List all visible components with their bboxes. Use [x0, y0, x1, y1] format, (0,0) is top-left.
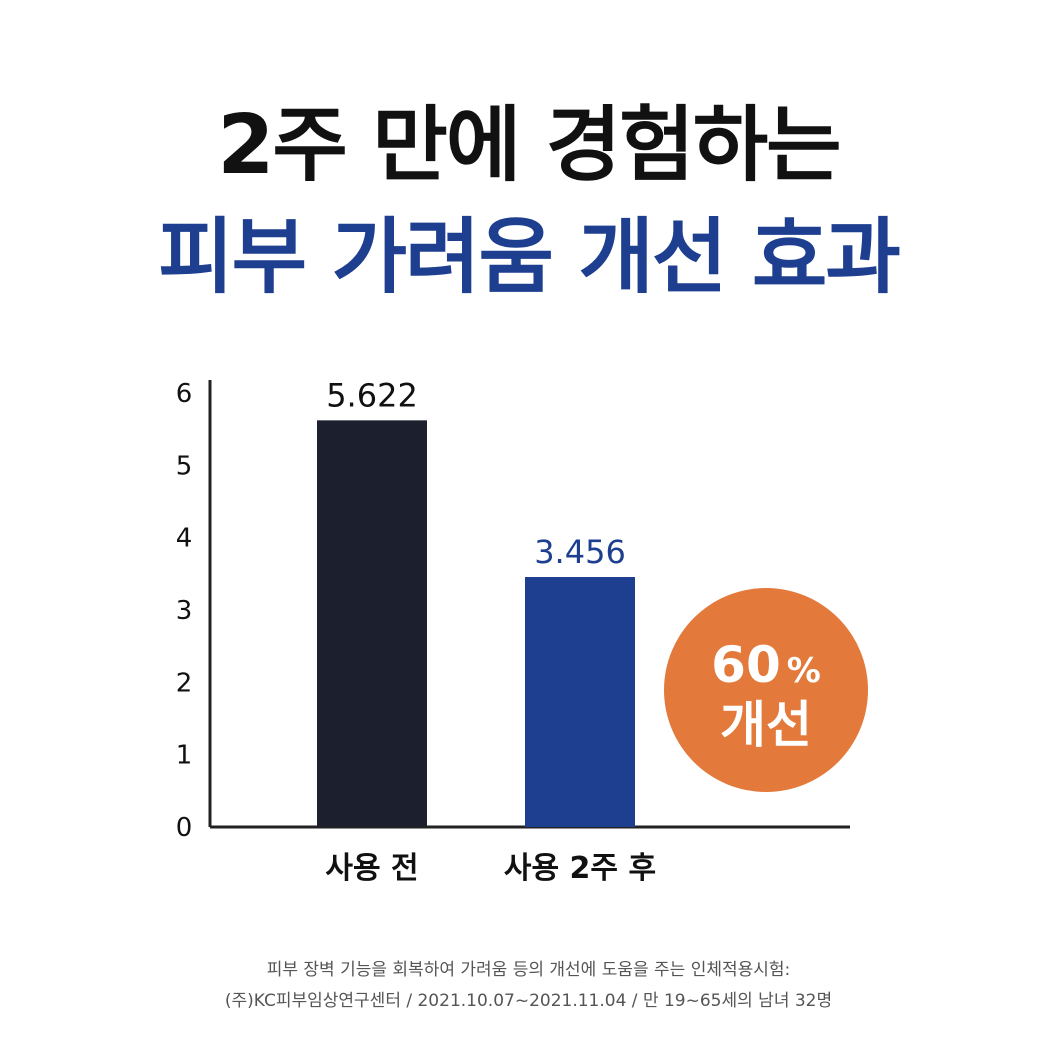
title-line-1: 2주 만에 경험하는 — [217, 98, 841, 193]
badge-circle — [664, 588, 868, 792]
bars: 5.622 사용 전 3.456 사용 2주 후 — [317, 376, 656, 886]
bar-chart: 0 1 2 3 4 5 6 5.622 사용 전 3.456 사용 2주 후 60% 개선 — [176, 376, 868, 886]
y-tick-label: 2 — [176, 668, 193, 698]
bar-0 — [317, 420, 427, 827]
bar-value-label: 5.622 — [326, 376, 418, 414]
title-line-2: 피부 가려움 개선 효과 — [158, 210, 901, 305]
y-tick-label: 3 — [176, 596, 193, 626]
footnote-line-1: 피부 장벽 기능을 회복하여 가려움 등의 개선에 도움을 주는 인체적용시험: — [266, 960, 791, 980]
badge-percent: 60% — [711, 636, 821, 694]
badge-text: 개선 — [720, 696, 812, 754]
improvement-badge: 60% 개선 — [664, 588, 868, 792]
y-tick-label: 4 — [176, 524, 193, 554]
bar-value-label: 3.456 — [534, 533, 626, 571]
category-label: 사용 2주 후 — [504, 851, 656, 886]
y-tick-label: 5 — [176, 451, 193, 481]
y-tick-label: 0 — [176, 813, 193, 843]
badge-percent-value: 60 — [711, 636, 781, 694]
y-axis: 0 1 2 3 4 5 6 — [176, 379, 850, 843]
y-tick-label: 1 — [176, 741, 193, 771]
category-label: 사용 전 — [325, 851, 418, 886]
y-tick-label: 6 — [176, 379, 193, 409]
bar-1 — [525, 577, 635, 827]
badge-percent-unit: % — [787, 651, 821, 691]
footnote-line-2: (주)KC피부임상연구센터 / 2021.10.07~2021.11.04 / … — [224, 991, 833, 1011]
